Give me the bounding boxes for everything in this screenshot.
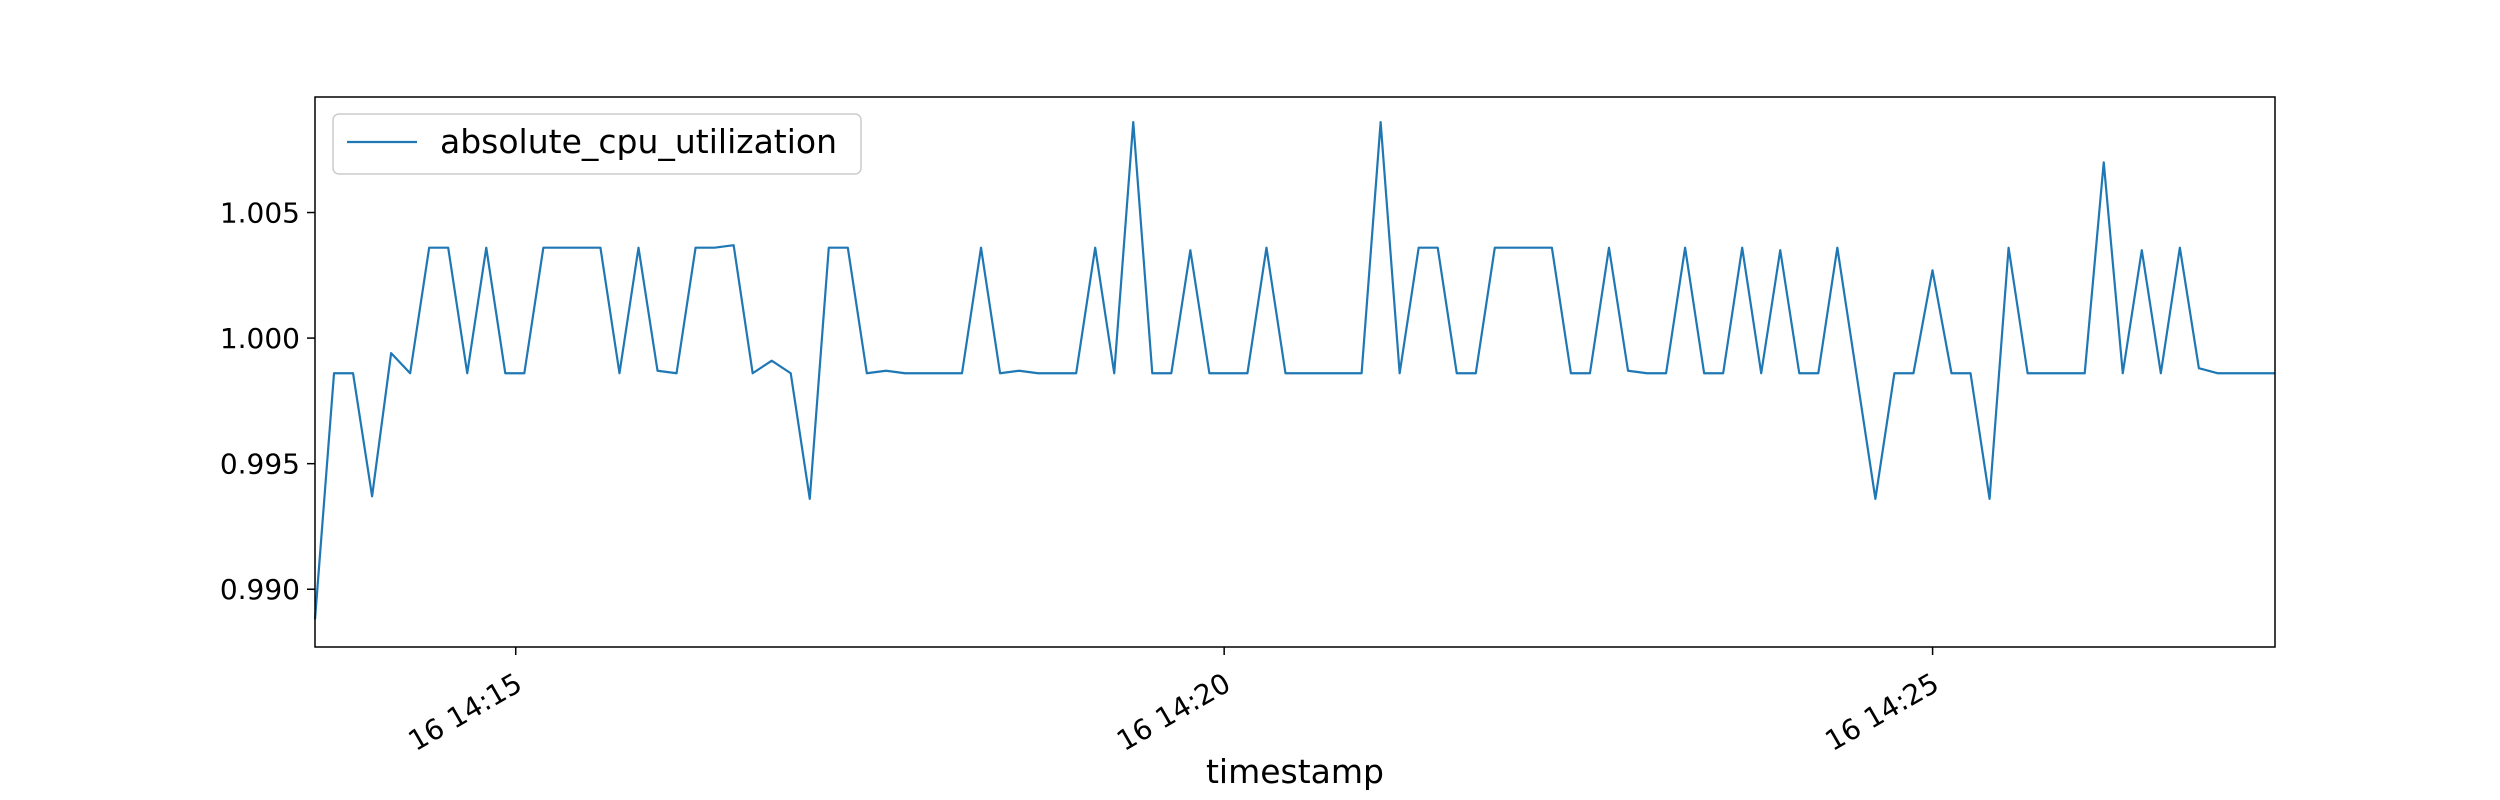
legend: absolute_cpu_utilization: [332, 113, 862, 175]
x-axis-label: timestamp: [1206, 752, 1384, 791]
y-tick-label: 0.995: [220, 448, 300, 481]
x-axis: 16 14:15 16 14:20 16 14:25: [403, 647, 1945, 758]
y-tick-label: 1.005: [220, 197, 300, 230]
plot-area-background: [315, 97, 2275, 647]
plot-area-frame: [314, 96, 2276, 648]
x-tick-label: 16 14:15: [403, 666, 528, 757]
x-tick-label: 16 14:25: [1820, 666, 1945, 757]
y-tick-label: 0.990: [220, 573, 300, 606]
y-tick-label: 1.000: [220, 322, 300, 355]
legend-label: absolute_cpu_utilization: [440, 122, 837, 161]
x-tick-label: 16 14:20: [1111, 666, 1236, 757]
y-axis: 0.990 0.995 1.000 1.005: [220, 197, 315, 606]
legend-box: [332, 113, 862, 175]
series-line-absolute-cpu-utilization: [313, 121, 2275, 620]
